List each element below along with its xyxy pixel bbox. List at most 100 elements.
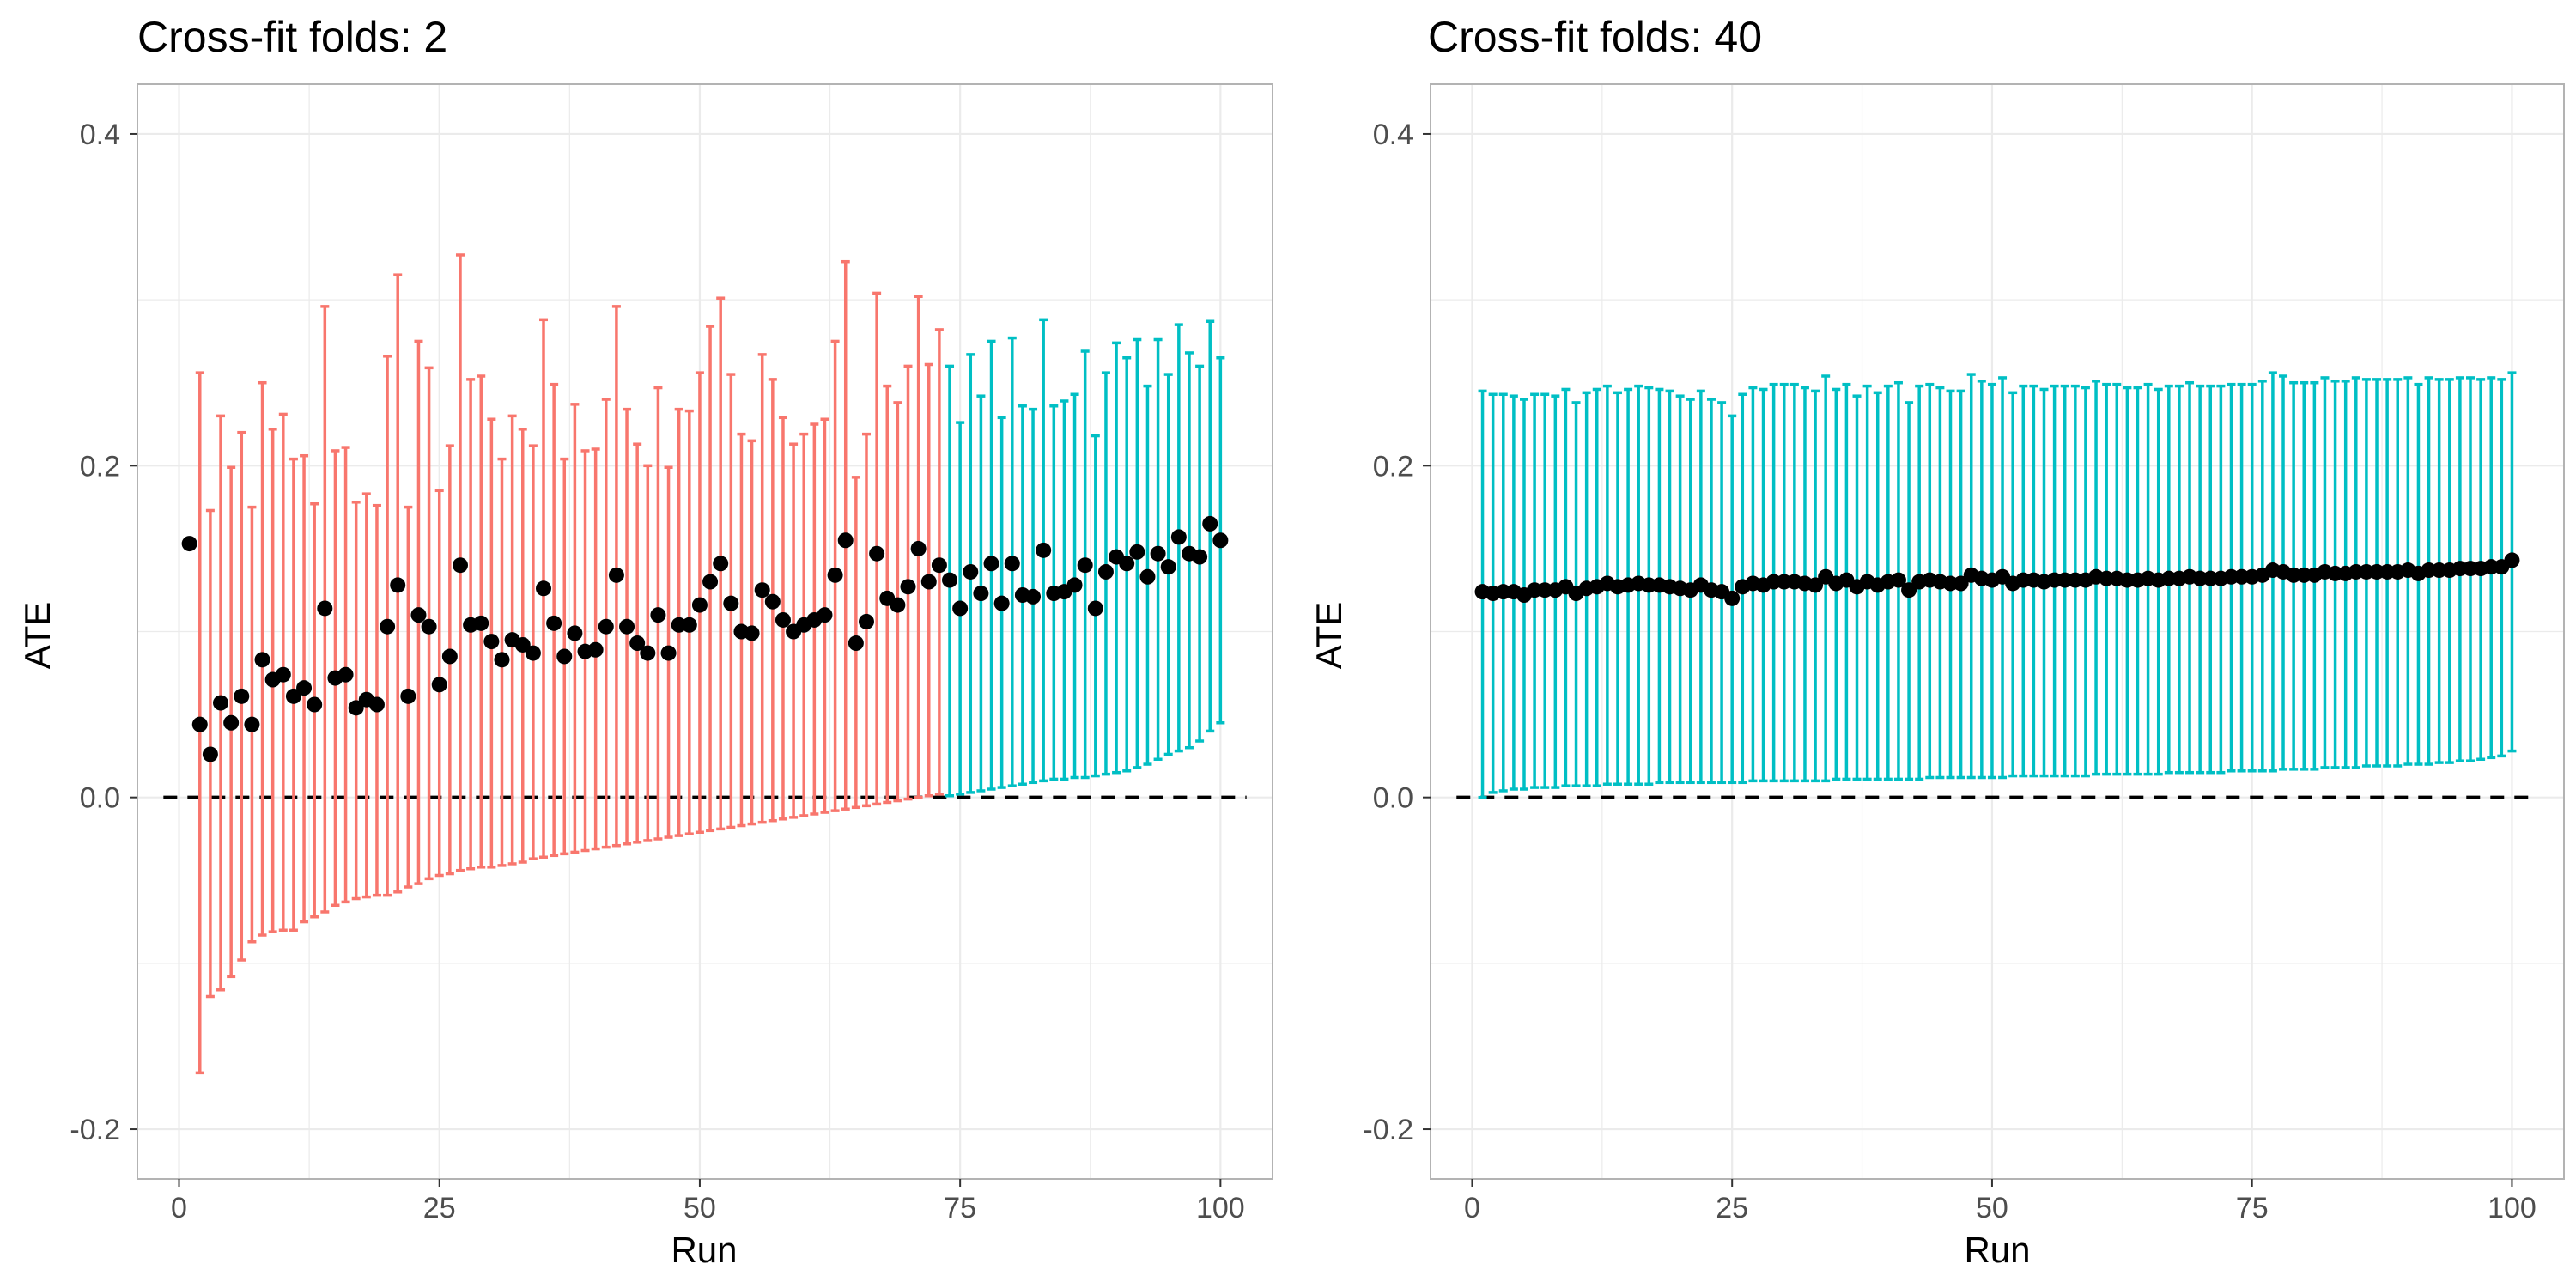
point-estimates <box>1474 552 2520 606</box>
point-estimate <box>368 696 385 713</box>
point-estimate <box>536 580 552 597</box>
point-estimate <box>421 618 437 635</box>
point-estimate <box>317 600 333 617</box>
point-estimate <box>608 567 624 583</box>
point-estimate <box>1160 559 1176 575</box>
y-tick-label: -0.2 <box>70 1114 120 1146</box>
x-axis-label: Run <box>671 1230 737 1270</box>
point-estimate <box>567 625 583 641</box>
point-estimate <box>1066 577 1083 593</box>
point-estimate <box>431 677 447 693</box>
point-estimate <box>1953 575 1969 592</box>
point-estimate <box>963 563 979 580</box>
point-estimate <box>525 645 541 661</box>
y-tick-label: -0.2 <box>1363 1114 1413 1146</box>
point-estimate <box>181 536 197 552</box>
point-estimate <box>993 595 1010 611</box>
point-estimate <box>296 680 313 696</box>
point-estimate <box>202 746 218 762</box>
x-tick-label: 100 <box>2488 1192 2537 1224</box>
point-estimate <box>629 635 646 652</box>
panel-title: Cross-fit folds: 40 <box>1428 13 1762 61</box>
y-tick-label: 0.4 <box>1373 118 1413 151</box>
point-estimate <box>837 532 854 549</box>
point-estimate <box>952 600 969 617</box>
point-estimate <box>1890 572 1906 588</box>
point-estimate <box>1212 532 1229 549</box>
point-estimate <box>1807 577 1824 593</box>
point-estimate <box>619 618 635 635</box>
point-estimate <box>1139 568 1156 585</box>
point-estimate <box>556 648 573 665</box>
x-tick-label: 75 <box>2236 1192 2269 1224</box>
point-estimate <box>744 625 760 641</box>
point-estimate <box>1087 600 1103 617</box>
point-estimate <box>390 577 406 593</box>
y-tick-label: 0.2 <box>80 450 120 483</box>
y-axis-ticks: -0.2 0.0 0.2 0.4 <box>70 118 137 1146</box>
point-estimate <box>702 574 719 590</box>
point-estimate <box>1077 557 1093 574</box>
y-axis-label: ATE <box>1309 602 1349 670</box>
x-axis-ticks: 0 25 50 75 100 <box>1464 1179 2537 1224</box>
point-estimate <box>452 557 468 574</box>
plot-panel-border <box>137 83 1273 1180</box>
point-estimate <box>764 593 781 610</box>
point-estimate <box>650 607 666 623</box>
point-estimate <box>494 652 510 668</box>
point-estimate <box>1170 529 1187 545</box>
point-estimate <box>942 572 958 588</box>
y-tick-label: 0.0 <box>1373 782 1413 815</box>
point-estimate <box>890 597 906 613</box>
panel-cross-fit-2: Cross-fit folds: 2 ATE Run 0 25 50 75 100 -0… <box>17 13 1273 1270</box>
point-estimate <box>1192 549 1208 565</box>
point-estimate <box>1202 515 1218 532</box>
y-tick-label: 0.2 <box>1373 450 1413 483</box>
point-estimate <box>1119 556 1135 572</box>
point-estimate <box>973 586 989 602</box>
point-estimate <box>848 635 864 652</box>
point-estimate <box>587 641 604 658</box>
point-estimate <box>1025 588 1042 605</box>
point-estimate <box>1129 544 1145 560</box>
point-estimate <box>348 700 364 716</box>
point-estimate <box>1724 590 1741 606</box>
x-axis-label: Run <box>1964 1230 2030 1270</box>
point-estimate <box>691 597 708 613</box>
point-estimate <box>275 666 291 683</box>
point-estimate <box>2504 552 2520 568</box>
point-estimate <box>723 595 739 611</box>
point-estimate <box>910 540 927 556</box>
point-estimate <box>191 716 208 732</box>
point-estimate <box>473 615 489 631</box>
point-estimate <box>869 545 885 562</box>
x-tick-label: 25 <box>423 1192 456 1224</box>
point-estimate <box>1004 556 1020 572</box>
point-estimate <box>234 688 250 704</box>
point-estimate <box>337 666 354 683</box>
panel-cross-fit-40: Cross-fit folds: 40 ATE Run 0 25 50 75 100 -… <box>1309 13 2565 1270</box>
point-estimate <box>410 607 427 623</box>
point-estimate <box>598 618 614 635</box>
point-estimate <box>514 636 531 653</box>
point-estimate <box>983 556 999 572</box>
x-tick-label: 75 <box>944 1192 976 1224</box>
x-axis-ticks: 0 25 50 75 100 <box>171 1179 1245 1224</box>
y-axis-label: ATE <box>17 602 58 670</box>
point-estimate <box>400 688 416 704</box>
point-estimate <box>775 611 791 628</box>
x-tick-label: 0 <box>171 1192 187 1224</box>
plot-panel-border <box>1430 83 2565 1180</box>
x-tick-label: 25 <box>1716 1192 1748 1224</box>
point-estimate <box>681 617 697 633</box>
point-estimate <box>244 716 260 732</box>
point-estimate <box>441 648 458 665</box>
y-tick-label: 0.4 <box>80 118 120 151</box>
point-estimate <box>817 607 833 623</box>
point-estimate <box>660 645 677 661</box>
point-estimate <box>285 688 301 704</box>
point-estimates <box>181 515 1229 762</box>
point-estimate <box>1036 542 1052 558</box>
x-tick-label: 0 <box>1464 1192 1480 1224</box>
